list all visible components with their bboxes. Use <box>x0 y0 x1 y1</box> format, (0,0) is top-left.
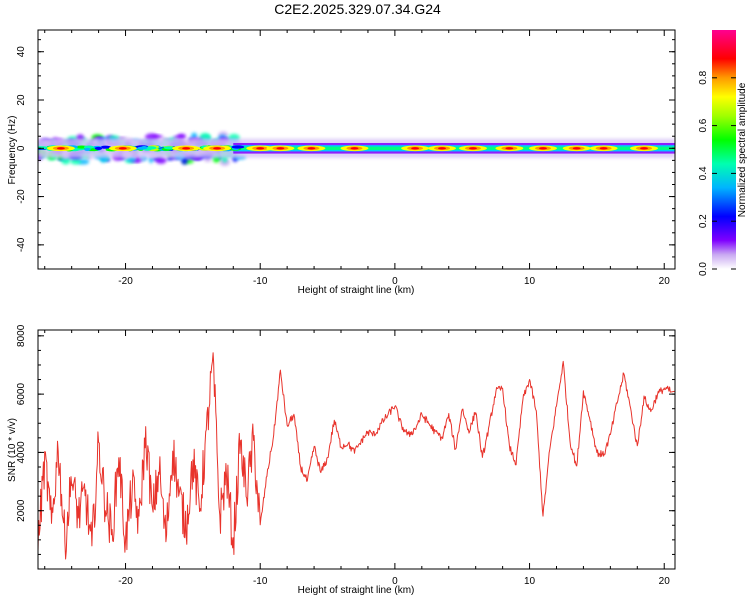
spectrogram-panel: -20 -10 0 10 20 40 20 0 -20 -40 Height of straig… <box>7 29 676 296</box>
snr-x-tick-label: -20 <box>118 576 133 587</box>
spectrogram-hotspot-core <box>468 147 477 150</box>
spectrogram-frame <box>37 29 676 270</box>
spectrogram-cell <box>155 156 167 164</box>
spectrogram-x-label: Height of straight line (km) <box>298 285 415 296</box>
snr-x-tick-label: 20 <box>659 576 671 587</box>
colorbar-tick-label: 0.2 <box>698 214 709 228</box>
chart-title: C2E2.2025.329.07.34.G24 <box>274 1 441 17</box>
spectrogram-x-tick-label: 0 <box>392 276 398 287</box>
spectrogram-cell <box>203 156 212 162</box>
spectrogram-cell <box>70 158 82 165</box>
snr-x-tick-label: -10 <box>253 576 268 587</box>
spectrogram-y-tick-label: 40 <box>16 46 27 58</box>
spectrogram-cell <box>199 132 211 141</box>
spectrogram-cell <box>84 147 91 152</box>
spectrogram-hotspot-core <box>572 147 581 150</box>
spectrogram-cell <box>177 133 186 139</box>
snr-x-ticks: -20 -10 0 10 20 <box>44 330 671 587</box>
spectrogram-hotspot-core <box>56 147 65 150</box>
spectrogram-hotspot-core <box>411 147 420 150</box>
colorbar-tick-label: 0.4 <box>698 166 709 180</box>
spectrogram-hotspot-core <box>599 147 608 150</box>
spectrogram-y-tick-label: 0 <box>16 145 27 151</box>
colorbar-tick-label: 0.0 <box>698 262 709 276</box>
snr-y-ticks: 8000 6000 4000 2000 <box>16 324 675 570</box>
snr-x-label: Height of straight line (km) <box>298 585 415 596</box>
spectrogram-heatmap <box>38 131 675 166</box>
spectrogram-x-tick-label: 20 <box>659 276 671 287</box>
snr-panel: -20 -10 0 10 20 8000 6000 4000 2000 Height of s… <box>7 324 676 596</box>
spectrogram-cell <box>212 157 220 163</box>
colorbar-label: Normalized spectral amplitude <box>737 82 748 217</box>
spectrogram-cell <box>145 146 157 150</box>
colorbar-tick-label: 0.8 <box>698 70 709 84</box>
spectrogram-hotspot-core <box>256 147 265 150</box>
spectrogram-x-ticks: -20 -10 0 10 20 <box>44 30 671 287</box>
spectrogram-cell <box>100 145 112 149</box>
spectrogram-hotspot-core <box>118 147 127 150</box>
snr-x-tick-label: 10 <box>524 576 536 587</box>
spectrogram-cell <box>38 146 48 150</box>
spectrogram-hotspot-core <box>438 147 447 150</box>
spectrogram-cell <box>94 146 103 151</box>
snr-y-tick-label: 4000 <box>16 441 27 464</box>
spectrogram-y-tick-label: -40 <box>16 237 27 252</box>
spectrogram-cell <box>163 146 175 150</box>
spectrogram-y-tick-label: 20 <box>16 94 27 106</box>
snr-x-tick-label: 0 <box>392 576 398 587</box>
snr-frame <box>37 329 676 570</box>
snr-y-label: SNR (10 * v/v) <box>7 418 18 482</box>
spectrogram-hotspot-core <box>350 147 359 150</box>
snr-y-tick-label: 6000 <box>16 383 27 406</box>
spectrogram-hotspot-core <box>307 147 316 150</box>
spectrogram-x-tick-label: -10 <box>253 276 268 287</box>
spectrogram-x-tick-label: 10 <box>524 276 536 287</box>
spectrogram-y-ticks: 40 20 0 -20 -40 <box>16 39 675 270</box>
spectrogram-x-tick-label: -20 <box>118 276 133 287</box>
spectrogram-y-label: Frequency (Hz) <box>7 116 18 185</box>
colorbar-tick-label: 0.6 <box>698 118 709 132</box>
spectrogram-cell <box>231 145 245 149</box>
spectrogram-y-tick-label: -20 <box>16 189 27 204</box>
snr-y-tick-label: 2000 <box>16 499 27 522</box>
spectrogram-cell <box>148 156 154 164</box>
snr-line <box>38 352 675 560</box>
colorbar: 0.0 0.2 0.4 0.6 0.8 Normalized spectral ampl… <box>698 30 748 276</box>
spectrogram-hotspot-core <box>640 147 649 150</box>
spectrogram-hotspot-core <box>276 147 285 150</box>
spectrogram-hotspot-core <box>182 147 191 150</box>
spectrogram-hotspot-core <box>539 147 548 150</box>
colorbar-ticks: 0.0 0.2 0.4 0.6 0.8 <box>698 70 736 276</box>
spectrogram-cell <box>140 145 148 150</box>
spectrogram-hotspot-core <box>213 147 222 150</box>
spectrogram-hotspot-core <box>505 147 514 150</box>
colorbar-gradient <box>712 30 736 269</box>
snr-y-tick-label: 8000 <box>16 324 27 347</box>
